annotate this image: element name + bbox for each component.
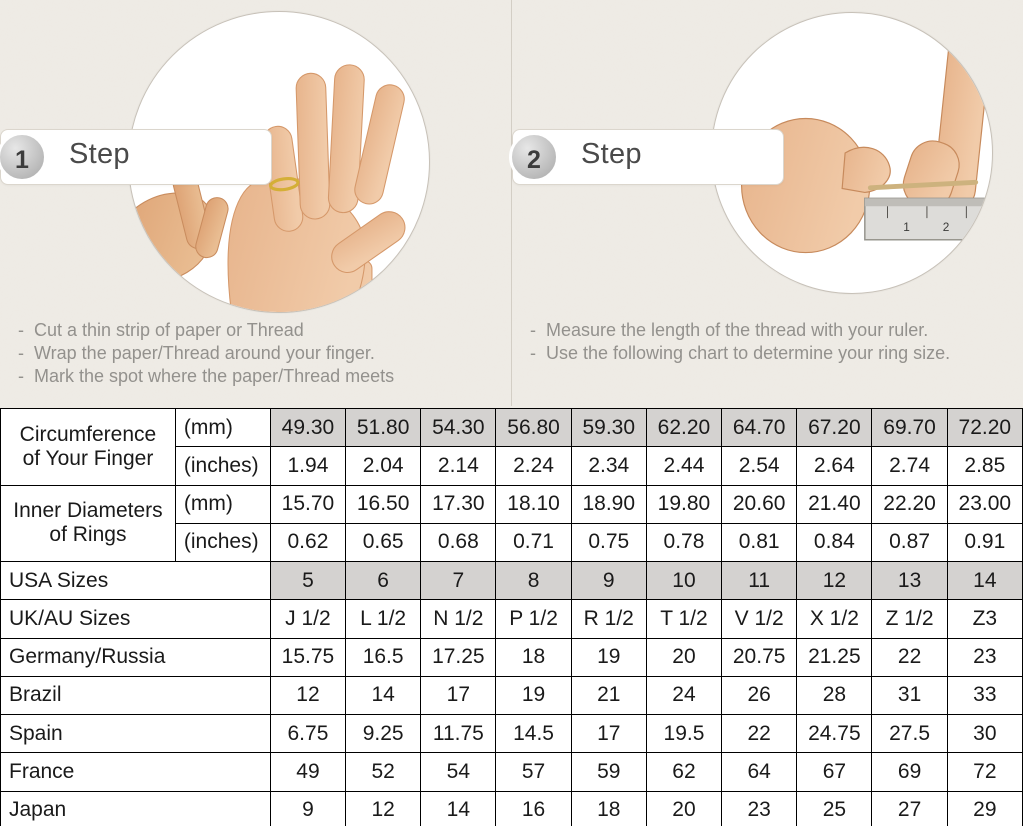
- svg-text:1: 1: [903, 220, 910, 234]
- svg-text:3: 3: [982, 220, 989, 234]
- svg-text:2: 2: [943, 220, 950, 234]
